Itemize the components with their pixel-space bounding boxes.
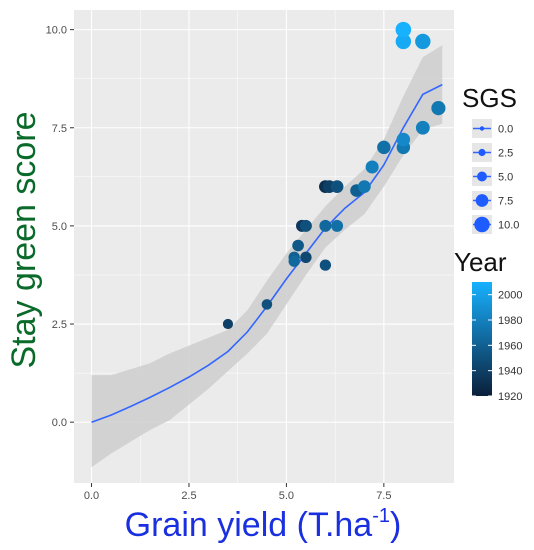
data-point <box>222 318 234 330</box>
legend-sgs-label: 0.0 <box>498 124 513 136</box>
legend-sgs-key-symbol <box>477 171 487 182</box>
data-point <box>395 21 412 38</box>
data-point <box>365 160 379 174</box>
legend-year-label: 1960 <box>498 340 522 352</box>
x-axis-label: Grain yield (T.ha-1) <box>125 505 402 544</box>
data-point <box>331 219 344 232</box>
legend-year-title: Year <box>454 247 507 277</box>
confidence-band <box>91 45 443 468</box>
legend-sgs-key-symbol <box>475 194 489 207</box>
legend-sgs-label: 2.5 <box>498 148 513 160</box>
y-axis-label: Stay green score <box>5 111 43 368</box>
data-point <box>377 140 391 155</box>
x-axis-label-end: ) <box>390 506 401 544</box>
y-tick-label: 7.5 <box>52 123 67 135</box>
data-point <box>357 180 371 193</box>
legend-sgs-key-symbol <box>479 126 485 131</box>
data-point <box>415 120 430 135</box>
data-points <box>222 21 446 330</box>
x-tick-label: 7.5 <box>376 490 391 502</box>
legend-sgs-label: 5.0 <box>498 172 513 184</box>
legend-year-colorbar <box>472 282 492 396</box>
legend-year-label: 1980 <box>498 315 522 327</box>
data-point <box>395 33 412 50</box>
data-point <box>299 219 312 232</box>
data-point <box>261 299 273 310</box>
legend-sgs-key-symbol <box>478 148 486 157</box>
legend-sgs-label: 10.0 <box>498 220 519 232</box>
x-tick-label: 5.0 <box>279 490 294 502</box>
x-axis-label-main: Grain yield (T.ha <box>125 506 373 544</box>
x-tick-label: 0.0 <box>84 490 99 502</box>
data-point <box>415 33 431 50</box>
data-point <box>300 251 312 264</box>
y-tick-label: 2.5 <box>52 319 67 331</box>
legend-sgs: SGS 0.0 2.5 5.0 7.5 10.0 <box>462 83 519 234</box>
data-point <box>319 259 332 271</box>
x-axis-label-superscript: -1 <box>372 505 390 527</box>
legend-year-label: 1920 <box>498 391 522 403</box>
legend-sgs-label: 7.5 <box>498 196 513 208</box>
legend-year: Year 2000 1980 1960 1940 1920 <box>454 247 522 403</box>
legend-sgs-title: SGS <box>462 83 517 113</box>
confidence-band-area <box>91 45 443 468</box>
data-point <box>288 255 300 267</box>
x-tick-label: 2.5 <box>181 490 196 502</box>
legend-year-label: 1940 <box>498 366 522 378</box>
data-point <box>431 101 446 116</box>
data-point <box>319 219 332 232</box>
axes: 0.0 2.5 5.0 7.5 0.0 2.5 5.0 7.5 10.0 <box>46 25 392 502</box>
data-point <box>396 132 411 147</box>
y-tick-label: 0.0 <box>52 417 67 429</box>
legend-year-label: 2000 <box>498 290 522 302</box>
data-point <box>330 180 344 193</box>
y-tick-label: 5.0 <box>52 221 67 233</box>
data-point <box>292 239 304 252</box>
y-tick-label: 10.0 <box>46 25 67 37</box>
legend-sgs-key-symbol <box>474 216 490 233</box>
